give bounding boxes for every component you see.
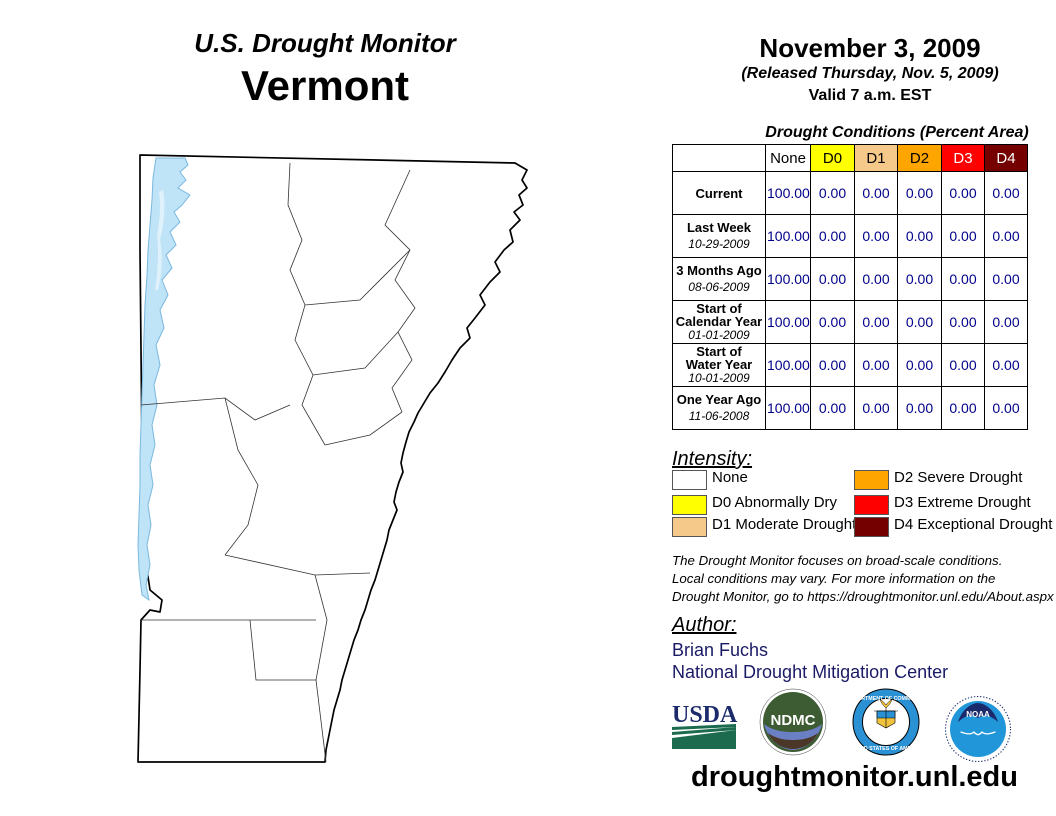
svg-text:USDA: USDA	[672, 702, 738, 728]
svg-text:NDMC: NDMC	[771, 712, 816, 729]
svg-text:DEPARTMENT OF COMMERCE: DEPARTMENT OF COMMERCE	[852, 696, 920, 702]
svg-text:NOAA: NOAA	[966, 710, 990, 719]
svg-text:UNITED STATES OF AMERICA: UNITED STATES OF AMERICA	[852, 746, 920, 752]
